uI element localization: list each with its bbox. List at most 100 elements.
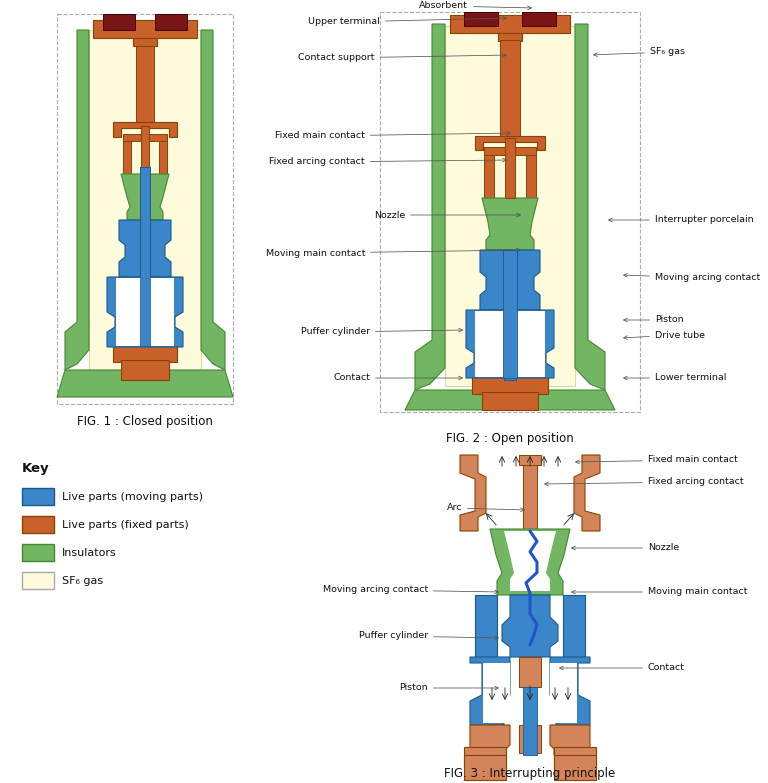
Text: Nozzle: Nozzle — [374, 211, 521, 219]
Bar — [93, 20, 197, 38]
Polygon shape — [107, 277, 183, 347]
Polygon shape — [554, 747, 596, 767]
Text: Arc: Arc — [446, 503, 525, 513]
Text: Piston: Piston — [399, 684, 498, 692]
Bar — [140, 167, 150, 297]
Polygon shape — [460, 455, 486, 531]
Text: Lower terminal: Lower terminal — [624, 373, 727, 383]
Polygon shape — [575, 24, 605, 390]
Polygon shape — [470, 725, 510, 755]
Text: Fixed arcing contact: Fixed arcing contact — [270, 157, 506, 167]
Text: Upper terminal: Upper terminal — [308, 16, 506, 27]
Bar — [484, 147, 536, 155]
Text: Moving arcing contact: Moving arcing contact — [323, 586, 498, 594]
Text: Absorbent: Absorbent — [419, 2, 531, 10]
Bar — [500, 40, 520, 140]
Text: Nozzle: Nozzle — [571, 543, 679, 553]
Bar — [498, 33, 522, 41]
Text: Fixed arcing contact: Fixed arcing contact — [545, 478, 743, 486]
Polygon shape — [554, 755, 596, 780]
Bar — [57, 14, 233, 404]
Polygon shape — [121, 174, 169, 220]
Text: SF₆ gas: SF₆ gas — [62, 576, 103, 586]
Text: SF₆ gas: SF₆ gas — [594, 48, 685, 56]
Text: Key: Key — [22, 462, 50, 475]
Polygon shape — [466, 310, 554, 378]
Bar — [484, 150, 494, 198]
Bar — [519, 455, 541, 465]
Text: Contact support: Contact support — [299, 53, 506, 63]
Polygon shape — [113, 122, 177, 137]
Text: Moving arcing contact: Moving arcing contact — [624, 273, 760, 283]
Bar — [123, 134, 167, 141]
Polygon shape — [550, 657, 590, 725]
Polygon shape — [504, 531, 556, 591]
Polygon shape — [57, 370, 233, 397]
Bar — [113, 344, 177, 362]
Bar — [483, 663, 510, 723]
Text: Live parts (moving parts): Live parts (moving parts) — [62, 492, 203, 501]
Bar — [519, 657, 541, 687]
Text: FIG. 1 : Closed position: FIG. 1 : Closed position — [77, 415, 213, 428]
Bar — [121, 360, 169, 380]
Bar — [116, 278, 174, 346]
Polygon shape — [470, 657, 510, 725]
Bar — [445, 26, 575, 386]
Text: Puffer cylinder: Puffer cylinder — [301, 327, 462, 337]
Bar — [526, 150, 536, 198]
Bar — [22, 572, 54, 589]
Bar — [159, 137, 167, 177]
Text: Contact: Contact — [560, 663, 685, 673]
Text: Moving main contact: Moving main contact — [571, 587, 747, 597]
Bar — [450, 15, 570, 33]
Bar — [523, 687, 537, 755]
Bar — [563, 595, 585, 657]
Text: Moving main contact: Moving main contact — [266, 248, 521, 258]
Bar — [89, 30, 201, 370]
Polygon shape — [574, 455, 600, 531]
Polygon shape — [119, 220, 171, 277]
Text: FIG. 3 : Interrupting principle: FIG. 3 : Interrupting principle — [445, 767, 616, 780]
Polygon shape — [464, 755, 506, 780]
Bar — [123, 137, 131, 177]
Polygon shape — [201, 30, 225, 370]
Text: Live parts (fixed parts): Live parts (fixed parts) — [62, 519, 189, 529]
Bar — [464, 12, 498, 26]
Text: Drive tube: Drive tube — [624, 330, 705, 340]
Polygon shape — [482, 198, 538, 250]
Bar — [155, 14, 187, 30]
Bar — [472, 374, 548, 394]
Bar — [504, 250, 516, 380]
Text: Puffer cylinder: Puffer cylinder — [359, 632, 498, 640]
Bar — [550, 663, 577, 723]
Bar — [523, 455, 537, 531]
Text: Insulators: Insulators — [62, 547, 117, 557]
Text: Interrupter porcelain: Interrupter porcelain — [608, 215, 753, 225]
Polygon shape — [415, 24, 445, 390]
Bar — [505, 138, 515, 198]
Bar — [136, 46, 154, 126]
Bar — [482, 392, 538, 410]
Text: Fixed main contact: Fixed main contact — [275, 132, 511, 140]
Text: FIG. 2 : Open position: FIG. 2 : Open position — [446, 432, 574, 445]
Bar — [22, 516, 54, 533]
Bar — [141, 126, 149, 174]
Polygon shape — [550, 725, 590, 755]
Text: Contact: Contact — [333, 373, 462, 383]
Bar — [522, 12, 556, 26]
Bar — [22, 544, 54, 561]
Bar — [503, 250, 517, 378]
Polygon shape — [65, 30, 89, 370]
Bar — [103, 14, 135, 30]
Polygon shape — [490, 529, 570, 595]
Polygon shape — [502, 595, 558, 657]
Polygon shape — [405, 390, 615, 410]
Polygon shape — [464, 747, 506, 767]
Bar — [133, 38, 157, 46]
Text: Piston: Piston — [624, 316, 684, 324]
Bar — [519, 725, 541, 753]
Bar — [380, 12, 640, 412]
Polygon shape — [480, 250, 540, 310]
Bar — [475, 595, 497, 657]
Text: Fixed main contact: Fixed main contact — [576, 456, 738, 464]
